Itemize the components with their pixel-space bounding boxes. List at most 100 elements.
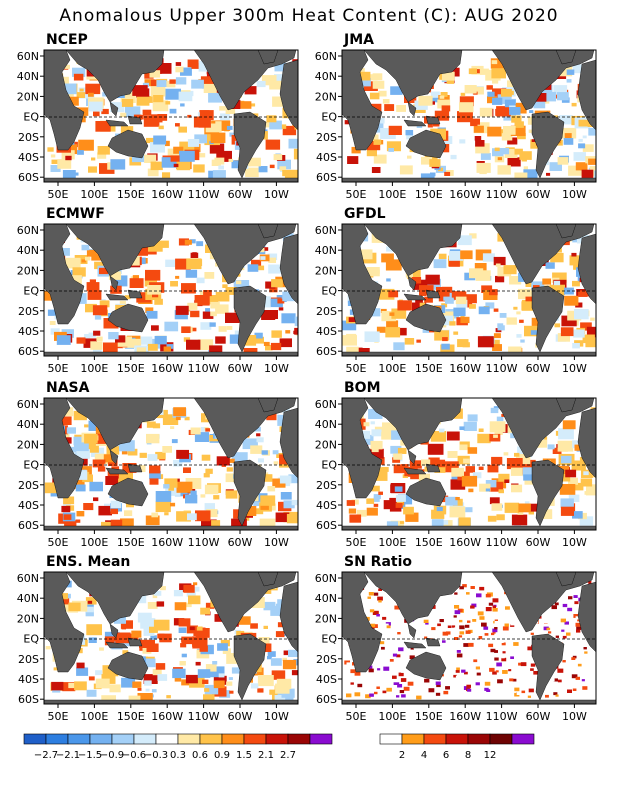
- lat-tick-label: 40N: [315, 244, 337, 257]
- lat-tick-label: 60N: [17, 572, 39, 585]
- lon-tick-label: 60W: [228, 188, 253, 201]
- panel-title: BOM: [344, 380, 381, 396]
- colorbar-label: −2.7: [34, 750, 58, 761]
- lon-tick-label: 110W: [188, 188, 220, 201]
- panel-title: ECMWF: [46, 206, 105, 222]
- colorbar-swatch: [111, 733, 135, 745]
- panel-title: JMA: [344, 32, 374, 48]
- colorbar-swatch: [265, 733, 289, 745]
- lat-tick-label: 60S: [18, 519, 39, 532]
- map-panel: 60N 40N 20N EQ 20S 40S 60S 50E 100E 150E 160W 110W 6…: [17, 397, 299, 549]
- colorbar-swatch: [45, 733, 69, 745]
- map-panel: 60N 40N 20N EQ 20S 40S 60S 50E 100E 150E 160W 110W 6…: [17, 571, 299, 723]
- map-panel: 60N 40N 20N EQ 20S 40S 60S 50E 100E 150E 160W 110W 6…: [17, 223, 299, 375]
- colorbar-anomaly: −2.7−2.1−1.5−0.9−0.6−0.3 0.3 0.6 0.9 1.5 2.1 2…: [23, 733, 333, 761]
- lon-tick-label: 150E: [117, 362, 145, 375]
- lat-tick-label: 60N: [17, 224, 39, 237]
- lon-tick-label: 10W: [562, 188, 587, 201]
- lat-tick-label: 20S: [18, 653, 39, 666]
- lat-tick-label: 40N: [17, 70, 39, 83]
- lon-tick-label: 110W: [486, 188, 518, 201]
- lon-tick-label: 100E: [378, 188, 406, 201]
- colorbar-swatch: [309, 733, 333, 745]
- lat-tick-label: 20S: [316, 479, 337, 492]
- lat-tick-label: 60N: [315, 50, 337, 63]
- lon-tick-label: 110W: [188, 710, 220, 723]
- lat-tick-label: 20N: [17, 438, 39, 451]
- lon-tick-label: 10W: [264, 362, 289, 375]
- colorbar-swatch: [423, 733, 447, 745]
- lon-tick-label: 150E: [117, 188, 145, 201]
- lat-tick-label: EQ: [23, 111, 39, 124]
- lat-tick-label: 40S: [18, 151, 39, 164]
- lon-tick-label: 110W: [486, 536, 518, 549]
- lat-tick-label: 40N: [315, 70, 337, 83]
- lon-tick-label: 60W: [228, 536, 253, 549]
- colorbar-label: 1.5: [236, 750, 252, 761]
- colorbar-label: 6: [443, 750, 449, 761]
- colorbar-swatch: [489, 733, 513, 745]
- lon-tick-label: 60W: [526, 536, 551, 549]
- lon-tick-label: 10W: [562, 362, 587, 375]
- lon-tick-label: 160W: [449, 536, 481, 549]
- colorbar-label: 8: [465, 750, 471, 761]
- lat-tick-label: 40S: [18, 673, 39, 686]
- lon-tick-label: 50E: [48, 536, 69, 549]
- lat-tick-label: 60N: [315, 224, 337, 237]
- lat-tick-label: 20N: [315, 438, 337, 451]
- lat-tick-label: EQ: [321, 111, 337, 124]
- lat-tick-label: 20S: [316, 305, 337, 318]
- lat-tick-label: 60S: [316, 345, 337, 358]
- lat-tick-label: 40N: [17, 418, 39, 431]
- map-panel: 60N 40N 20N EQ 20S 40S 60S 50E 100E 150E 160W 110W 6…: [315, 49, 597, 201]
- lon-tick-label: 160W: [449, 362, 481, 375]
- map-panel: 60N 40N 20N EQ 20S 40S 60S 50E 100E 150E 160W 110W 6…: [315, 571, 597, 723]
- lat-tick-label: 60S: [18, 345, 39, 358]
- lat-tick-label: EQ: [321, 459, 337, 472]
- lon-tick-label: 50E: [346, 188, 367, 201]
- colorbar-swatch: [199, 733, 223, 745]
- lat-tick-label: 20S: [316, 131, 337, 144]
- colorbar-label: −0.6: [122, 750, 146, 761]
- colorbar-swatch: [243, 733, 267, 745]
- lon-tick-label: 100E: [378, 536, 406, 549]
- lon-tick-label: 160W: [151, 710, 183, 723]
- lon-tick-label: 50E: [48, 710, 69, 723]
- lon-tick-label: 100E: [80, 536, 108, 549]
- lon-tick-label: 10W: [562, 536, 587, 549]
- colorbar-label: 0.6: [192, 750, 208, 761]
- lon-tick-label: 50E: [48, 188, 69, 201]
- lon-tick-label: 60W: [526, 188, 551, 201]
- colorbar-swatch: [467, 733, 491, 745]
- lon-tick-label: 50E: [346, 536, 367, 549]
- lon-tick-label: 60W: [228, 362, 253, 375]
- lon-tick-label: 100E: [80, 188, 108, 201]
- colorbar-snratio: 2 4 6 8 12: [379, 733, 535, 761]
- lat-tick-label: EQ: [23, 459, 39, 472]
- lat-tick-label: 20N: [315, 264, 337, 277]
- colorbar-swatch: [221, 733, 245, 745]
- lat-tick-label: 60N: [17, 398, 39, 411]
- colorbar-label: −0.9: [100, 750, 124, 761]
- lat-tick-label: 60N: [315, 572, 337, 585]
- lon-tick-label: 100E: [80, 710, 108, 723]
- lat-tick-label: 40S: [316, 499, 337, 512]
- lat-tick-label: EQ: [23, 633, 39, 646]
- lat-tick-label: 20N: [315, 612, 337, 625]
- lat-tick-label: 20S: [18, 131, 39, 144]
- colorbar-swatch: [89, 733, 113, 745]
- colorbar-label: 0.9: [214, 750, 230, 761]
- colorbar-label: −0.3: [144, 750, 168, 761]
- colorbar-swatch: [23, 733, 47, 745]
- map-panel: 60N 40N 20N EQ 20S 40S 60S 50E 100E 150E 160W 110W 6…: [315, 223, 597, 375]
- lon-tick-label: 110W: [188, 536, 220, 549]
- map-panel: 60N 40N 20N EQ 20S 40S 60S 50E 100E 150E 160W 110W 6…: [17, 49, 299, 201]
- colorbar-label: 12: [484, 750, 497, 761]
- colorbar-swatch: [155, 733, 179, 745]
- colorbar-label: −2.1: [56, 750, 80, 761]
- panel-title: GFDL: [344, 206, 386, 222]
- lat-tick-label: 40S: [316, 151, 337, 164]
- lon-tick-label: 60W: [526, 362, 551, 375]
- lat-tick-label: 60S: [18, 171, 39, 184]
